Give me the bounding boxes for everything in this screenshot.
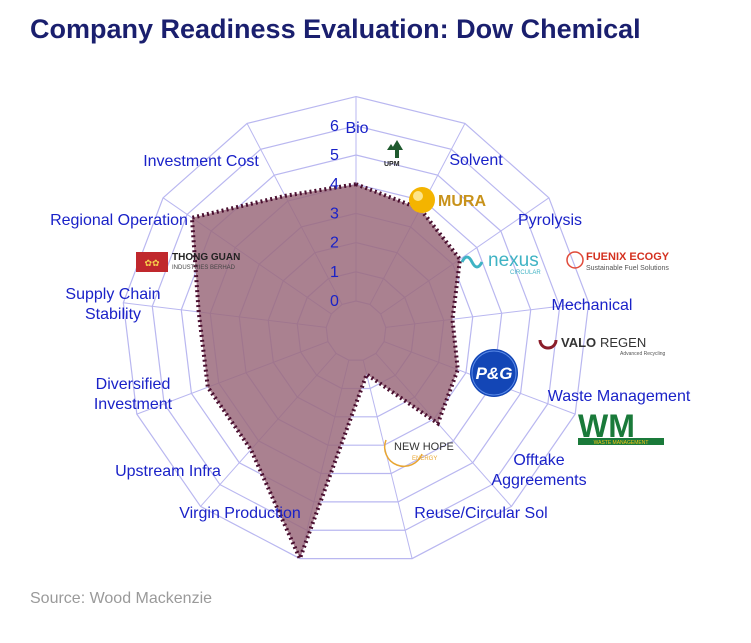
valoregen-text-a: VALO bbox=[561, 335, 596, 350]
valoregen-text-b: REGEN bbox=[600, 335, 646, 350]
fuenix-logo: FUENIX ECOGY Sustainable Fuel Solutions bbox=[566, 251, 670, 272]
axis-label: Pyrolysis bbox=[518, 212, 582, 229]
fuenix-text: FUENIX ECOGY bbox=[586, 251, 670, 263]
axis-label: Regional Operation bbox=[50, 212, 188, 229]
grid-ring-outer bbox=[122, 95, 590, 560]
upm-logo: UPM bbox=[384, 140, 403, 168]
newhope-logo: NEW HOPE ENERGY bbox=[383, 439, 454, 467]
svg-text:✿✿: ✿✿ bbox=[144, 258, 160, 268]
mura-logo: MURA bbox=[409, 187, 486, 213]
series-area bbox=[189, 182, 463, 564]
fuenix-subtext: Sustainable Fuel Solutions bbox=[586, 265, 669, 272]
chart-title: Company Readiness Evaluation: Dow Chemic… bbox=[30, 14, 641, 44]
pg-text: P&G bbox=[476, 364, 513, 383]
radar-area bbox=[189, 182, 463, 564]
newhope-subtext: ENERGY bbox=[412, 456, 437, 462]
grid-spoke bbox=[362, 360, 413, 559]
pg-logo: P&G bbox=[470, 349, 518, 397]
nexus-subtext: CIRCULAR bbox=[510, 270, 541, 276]
axis-label: Virgin Production bbox=[179, 505, 301, 522]
tick-label: 4 bbox=[330, 176, 339, 193]
tick-label: 3 bbox=[330, 205, 339, 222]
axis-label: Diversified Investment bbox=[94, 376, 173, 413]
tick-label: 6 bbox=[330, 118, 339, 135]
axis-labels: Bio Solvent Pyrolysis Mechanical Waste Manag… bbox=[50, 120, 691, 522]
axis-label: Upstream Infra bbox=[115, 463, 221, 480]
axis-label: Solvent bbox=[449, 152, 503, 169]
axis-label: Reuse/Circular Sol bbox=[414, 505, 547, 522]
source-note: Source: Wood Mackenzie bbox=[30, 590, 213, 607]
axis-label: Waste Management bbox=[548, 388, 691, 405]
valoregen-logo: VALO REGEN Advanced Recycling bbox=[538, 335, 666, 357]
thongguan-logo: ✿✿ THONG GUAN INDUSTRIES BERHAD bbox=[136, 252, 240, 272]
thongguan-subtext: INDUSTRIES BERHAD bbox=[172, 265, 236, 271]
tick-label: 5 bbox=[330, 147, 339, 164]
axis-label: Mechanical bbox=[552, 297, 633, 314]
wm-subtext: WASTE MANAGEMENT bbox=[594, 440, 649, 446]
axis-label: Bio bbox=[345, 120, 368, 137]
valoregen-subtext: Advanced Recycling bbox=[620, 351, 666, 357]
radial-ticks: 0 1 2 3 4 5 6 bbox=[330, 118, 339, 310]
grid-ring-6 bbox=[151, 125, 561, 531]
nexus-logo: nexus CIRCULAR bbox=[460, 250, 541, 276]
wm-logo: WM WASTE MANAGEMENT bbox=[578, 408, 664, 446]
tick-label: 1 bbox=[330, 264, 339, 281]
axis-label: Investment Cost bbox=[143, 153, 259, 170]
axis-label: Supply Chain Stability bbox=[65, 286, 160, 323]
tick-label: 2 bbox=[330, 235, 339, 252]
tick-label: 0 bbox=[330, 293, 339, 310]
newhope-text: NEW HOPE bbox=[394, 441, 454, 453]
axis-label: Offtake Aggreements bbox=[491, 452, 586, 489]
nexus-text: nexus bbox=[488, 250, 539, 271]
upm-text: UPM bbox=[384, 161, 400, 168]
mura-text: MURA bbox=[438, 193, 486, 210]
thongguan-text: THONG GUAN bbox=[172, 252, 240, 263]
